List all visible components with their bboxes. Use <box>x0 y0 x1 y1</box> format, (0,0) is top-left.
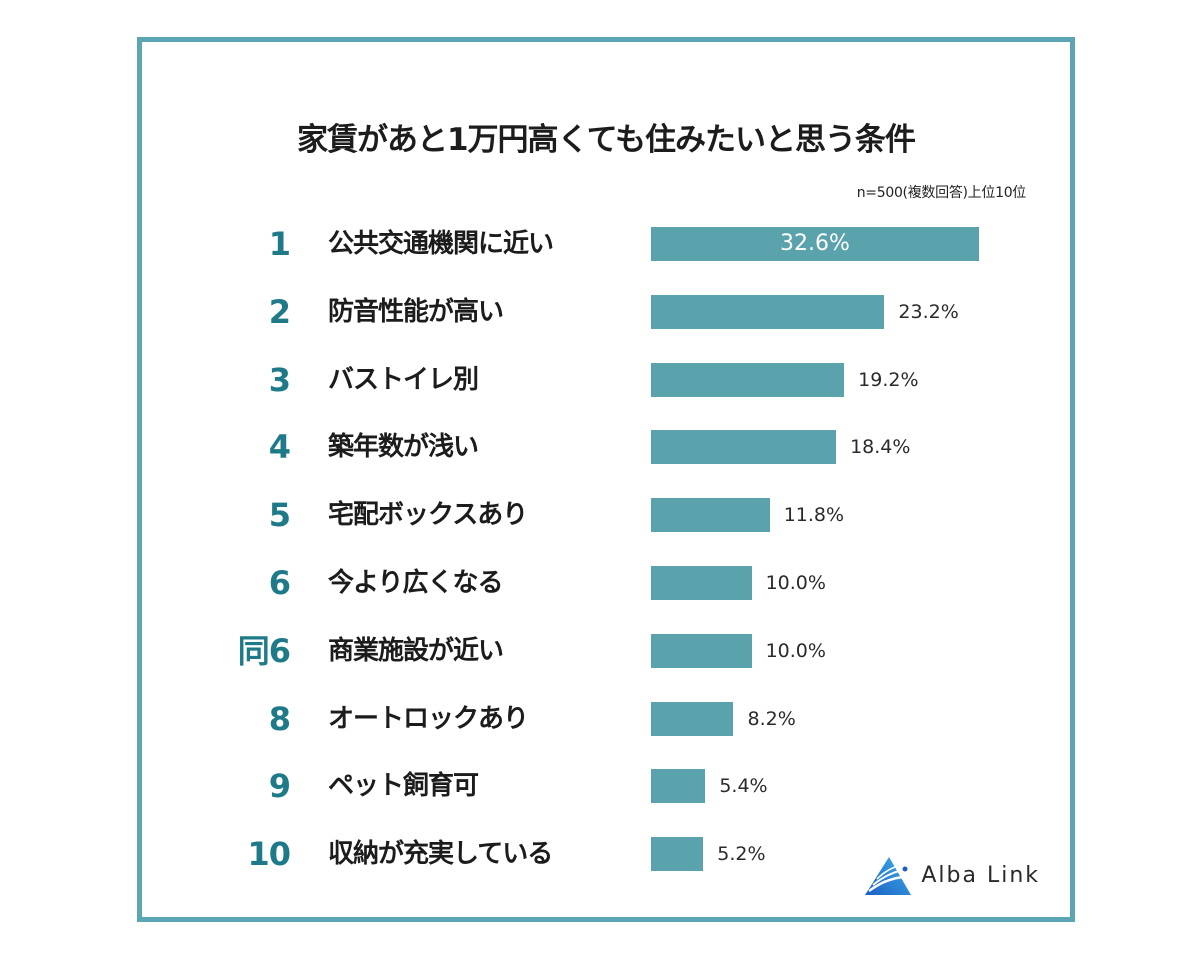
rank-number: 8 <box>268 699 291 738</box>
bar-row: 4 築年数が浅い 18.4% <box>142 429 1070 465</box>
category-label: 宅配ボックスあり <box>328 500 528 531</box>
category-label: バストイレ別 <box>328 364 479 395</box>
bar-row: 9 ペット飼育可 5.4% <box>142 768 1070 804</box>
bar-row: 2 防音性能が高い 23.2% <box>142 294 1070 330</box>
bar-row: 10 収納が充実している 5.2% <box>142 836 1070 872</box>
brand-name: Alba Link <box>921 862 1040 888</box>
chart-title: 家賃があと1万円高くても住みたいと思う条件 <box>296 122 916 158</box>
category-label: ペット飼育可 <box>328 771 479 802</box>
bar <box>651 837 704 872</box>
bar <box>651 294 885 329</box>
value-label: 19.2% <box>858 368 919 391</box>
rank-number: 2 <box>268 292 291 331</box>
bar-row: 1 公共交通機関に近い 32.6% <box>142 226 1070 262</box>
bar <box>651 701 734 736</box>
value-label: 32.6% <box>780 231 850 256</box>
category-label: 公共交通機関に近い <box>328 229 554 259</box>
bar-row: 5 宅配ボックスあり 11.8% <box>142 497 1070 533</box>
rank-number: 4 <box>268 428 291 467</box>
bar <box>651 633 752 668</box>
category-label: 防音性能が高い <box>328 296 504 327</box>
bar <box>651 362 845 397</box>
rank-number: 1 <box>268 225 291 263</box>
category-label: 収納が充実している <box>328 839 553 870</box>
rank-number: 3 <box>268 360 291 399</box>
bar-row: 8 オートロックあり 8.2% <box>142 701 1070 737</box>
value-label: 8.2% <box>747 707 796 730</box>
value-label: 11.8% <box>783 504 845 527</box>
category-label: 築年数が浅い <box>328 432 479 463</box>
value-label: 23.2% <box>898 300 959 323</box>
category-label: 今より広くなる <box>328 568 503 598</box>
bar-row: 同6 商業施設が近い 10.0% <box>142 633 1070 669</box>
bar <box>651 566 752 600</box>
bar-row: 6 今より広くなる 10.0% <box>142 565 1070 601</box>
bar <box>651 769 706 804</box>
rank-number: 6 <box>268 564 291 602</box>
rank-number: 同6 <box>237 631 291 670</box>
bar <box>651 498 770 533</box>
rank-number: 10 <box>247 835 291 874</box>
brand-logo: Alba Link <box>865 855 1040 895</box>
value-label: 10.0% <box>765 639 826 662</box>
value-label: 5.4% <box>719 775 768 798</box>
rank-number: 9 <box>268 767 291 806</box>
value-label: 5.2% <box>717 843 766 866</box>
value-label: 18.4% <box>850 436 911 459</box>
bar <box>651 430 837 465</box>
rank-number: 5 <box>268 496 291 535</box>
chart-subtitle: n=500(複数回答)上位10位 <box>856 185 1027 201</box>
category-label: 商業施設が近い <box>328 635 504 666</box>
chart-frame: 家賃があと1万円高くても住みたいと思う条件 n=500(複数回答)上位10位 1… <box>137 37 1075 922</box>
bar-row: 3 バストイレ別 19.2% <box>142 362 1070 398</box>
value-label: 10.0% <box>765 572 826 594</box>
category-label: オートロックあり <box>328 703 529 734</box>
alba-link-triangle-icon <box>865 857 912 895</box>
bar <box>651 227 979 261</box>
